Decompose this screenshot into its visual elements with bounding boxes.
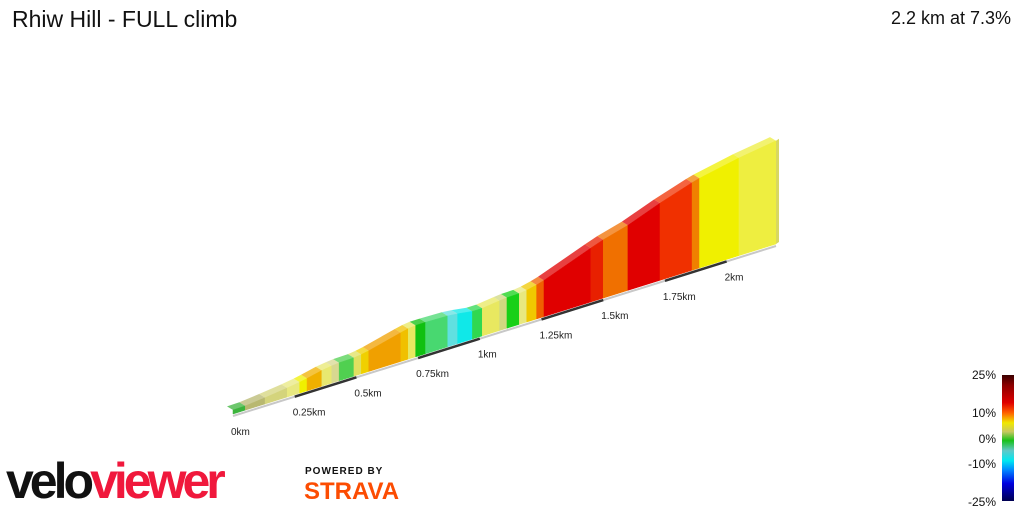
profile-segment-top xyxy=(347,350,362,358)
profile-segment-top xyxy=(355,347,369,355)
legend-label: -10% xyxy=(967,457,996,471)
profile-segment xyxy=(425,315,448,355)
profile-segment-top xyxy=(315,362,332,371)
x-tick-label: 0.5km xyxy=(354,388,381,399)
powered-by-text: POWERED BY xyxy=(305,466,384,477)
x-tick-label: 1.5km xyxy=(601,311,628,322)
profile-segment-top xyxy=(520,281,537,291)
profile-segment-top xyxy=(493,294,507,301)
profile-segment-top xyxy=(530,276,544,285)
profile-segment xyxy=(519,289,527,325)
profile-segment-top xyxy=(476,297,500,309)
profile-segment-top xyxy=(500,289,520,298)
profile-segment-top xyxy=(301,366,322,379)
legend-label: -25% xyxy=(967,495,996,509)
profile-segment-top xyxy=(281,378,300,388)
profile-segment xyxy=(590,239,604,303)
profile-segment-top xyxy=(409,318,426,326)
x-tick-label: 1.25km xyxy=(540,330,573,341)
profile-segment xyxy=(415,321,426,358)
x-tick-label: 0.25km xyxy=(293,408,326,419)
x-tick-label: 0km xyxy=(231,427,250,438)
profile-segment-top xyxy=(419,312,448,323)
profile-segment-top xyxy=(451,307,473,314)
profile-segment-top xyxy=(584,236,604,248)
climb-stats: 2.2 km at 7.3% xyxy=(890,8,1011,28)
profile-segment xyxy=(447,313,458,348)
profile-segment-top xyxy=(441,310,458,316)
gradient-color-bar xyxy=(1002,375,1014,501)
profile-segment xyxy=(400,328,409,362)
profile-segment-top xyxy=(513,286,527,294)
x-tick-label: 1km xyxy=(478,350,497,361)
legend-label: 10% xyxy=(971,406,996,420)
logo-viewer: viewer xyxy=(90,453,226,509)
page-title: Rhiw Hill - FULL climb xyxy=(12,6,238,32)
gradient-legend: 25% 10% 0% -10% -25% xyxy=(960,368,1024,512)
profile-segment-top xyxy=(333,354,354,363)
profile-segment xyxy=(691,177,700,271)
profile-segment xyxy=(457,311,473,345)
profile-segment-top xyxy=(693,154,739,179)
profile-segment xyxy=(472,307,483,340)
legend-label: 0% xyxy=(978,432,996,446)
profile-segment-top xyxy=(325,359,340,366)
profile-segment-top xyxy=(732,137,776,158)
profile-segment xyxy=(526,284,537,323)
profile-segment-top xyxy=(621,199,660,226)
profile-segment-top xyxy=(653,178,693,204)
profile-segment-top xyxy=(293,374,308,383)
strava-logo: STRAVA xyxy=(304,478,400,505)
x-tick-label: 2km xyxy=(725,272,744,283)
legend-label: 25% xyxy=(971,368,996,382)
profile-segment xyxy=(361,350,369,375)
profile-segment-top xyxy=(686,174,700,183)
profile-segment-top xyxy=(259,384,288,398)
profile-segment xyxy=(331,362,340,384)
x-tick-label: 1.75km xyxy=(663,292,696,303)
profile-segment-top xyxy=(394,325,409,333)
logo-velo: velo xyxy=(6,453,94,509)
veloviewer-logo: veloviewer xyxy=(6,453,226,509)
profile-segment-top xyxy=(239,394,266,406)
profile-segment-top xyxy=(402,321,416,329)
profile-segment-top xyxy=(227,402,246,410)
profile-segment-top xyxy=(362,328,401,351)
profile-segment-top xyxy=(466,304,483,312)
profile-segment-top xyxy=(537,244,591,281)
profile-segment xyxy=(353,354,362,377)
x-tick-label: 0.75km xyxy=(416,369,449,380)
profile-segment-top xyxy=(597,221,628,240)
profile-segment xyxy=(506,293,520,329)
profile-segment xyxy=(499,297,508,331)
profile-segment xyxy=(536,279,545,320)
profile-segment xyxy=(407,324,416,360)
profile-segment xyxy=(738,140,777,256)
